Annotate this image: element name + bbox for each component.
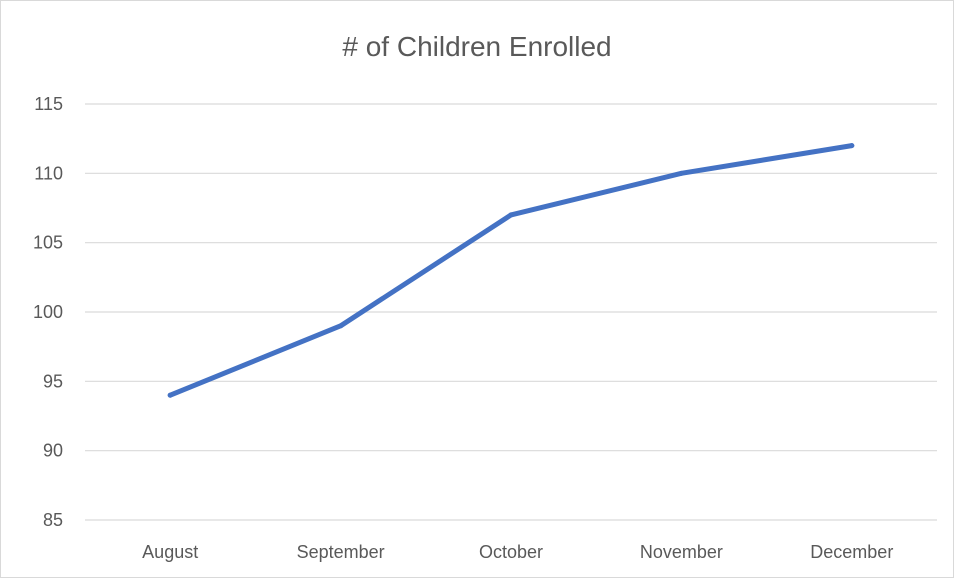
series-layer xyxy=(167,143,855,398)
x-tick-label-december: December xyxy=(810,542,893,562)
y-tick-label-105: 105 xyxy=(33,233,63,253)
y-tick-label-115: 115 xyxy=(34,94,63,114)
data-point-september xyxy=(338,323,344,329)
y-tick-label-90: 90 xyxy=(43,441,63,461)
x-tick-label-november: November xyxy=(640,542,723,562)
data-point-august xyxy=(167,392,173,398)
data-point-october xyxy=(508,212,514,218)
data-point-december xyxy=(849,143,855,149)
x-tick-label-october: October xyxy=(479,542,543,562)
x-axis-ticks: August September October November December xyxy=(142,542,893,562)
y-tick-label-85: 85 xyxy=(43,510,63,530)
data-point-november xyxy=(678,170,684,176)
y-tick-label-100: 100 xyxy=(33,302,63,322)
y-tick-label-110: 110 xyxy=(34,163,63,183)
y-tick-label-95: 95 xyxy=(43,371,63,391)
x-tick-label-august: August xyxy=(142,542,198,562)
y-gridlines xyxy=(85,103,937,521)
series-line-0 xyxy=(167,143,855,398)
y-axis-ticks: 85 90 95 100 105 110 115 xyxy=(33,94,63,530)
chart-title: # of Children Enrolled xyxy=(342,31,612,62)
x-tick-label-september: September xyxy=(297,542,385,562)
